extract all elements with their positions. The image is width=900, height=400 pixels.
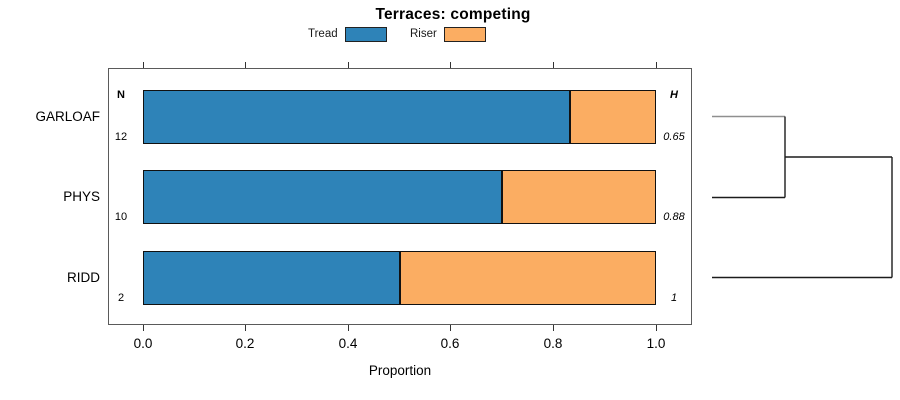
x-axis-tick-label: 0.4 [338, 336, 358, 351]
legend-item-riser: Riser [410, 25, 486, 43]
plot-border [108, 68, 692, 325]
x-axis-top-tick [450, 62, 451, 68]
h-value: 0.65 [663, 131, 685, 143]
x-axis-tick [553, 325, 554, 331]
bar-segment-riser [570, 90, 656, 144]
n-value: 12 [114, 131, 128, 143]
bar-segment-tread [143, 90, 571, 144]
category-label-garloaf: GARLOAF [35, 109, 100, 124]
x-axis-tick [245, 325, 246, 331]
bar-segment-tread [143, 170, 503, 224]
legend-swatch-riser-icon [443, 26, 486, 42]
legend-label-riser: Riser [410, 28, 437, 40]
x-axis-tick [348, 325, 349, 331]
h-value: 0.88 [663, 211, 685, 223]
stacked-bar-garloaf [143, 90, 656, 144]
category-label-ridd: RIDD [67, 270, 100, 285]
chart-title: Terraces: competing [375, 6, 531, 23]
legend-item-tread: Tread [308, 25, 387, 43]
h-column-header: H [670, 89, 678, 101]
x-axis-tick-label: 0.2 [235, 336, 255, 351]
x-axis-label: Proportion [368, 363, 432, 378]
x-axis-tick [656, 325, 657, 331]
stacked-bar-ridd [143, 251, 656, 305]
bar-segment-riser [502, 170, 656, 224]
bar-segment-tread [143, 251, 400, 305]
x-axis-tick-label: 0.0 [133, 336, 153, 351]
x-axis-tick [450, 325, 451, 331]
x-axis-top-tick [348, 62, 349, 68]
bar-segment-riser [399, 251, 656, 305]
x-axis-tick-label: 0.8 [543, 336, 563, 351]
category-label-phys: PHYS [63, 189, 100, 204]
x-axis-tick [143, 325, 144, 331]
n-value: 2 [117, 292, 125, 304]
h-value: 1 [670, 292, 678, 304]
x-axis-top-tick [245, 62, 246, 68]
legend-swatch-tread-icon [344, 26, 387, 42]
n-value: 10 [114, 211, 128, 223]
x-axis-top-tick [656, 62, 657, 68]
x-axis-tick-label: 1.0 [646, 336, 666, 351]
x-axis-tick-label: 0.6 [440, 336, 460, 351]
stacked-bar-phys [143, 170, 656, 224]
legend-label-tread: Tread [308, 28, 338, 40]
n-column-header: N [117, 89, 125, 101]
x-axis-top-tick [143, 62, 144, 68]
x-axis-top-tick [553, 62, 554, 68]
